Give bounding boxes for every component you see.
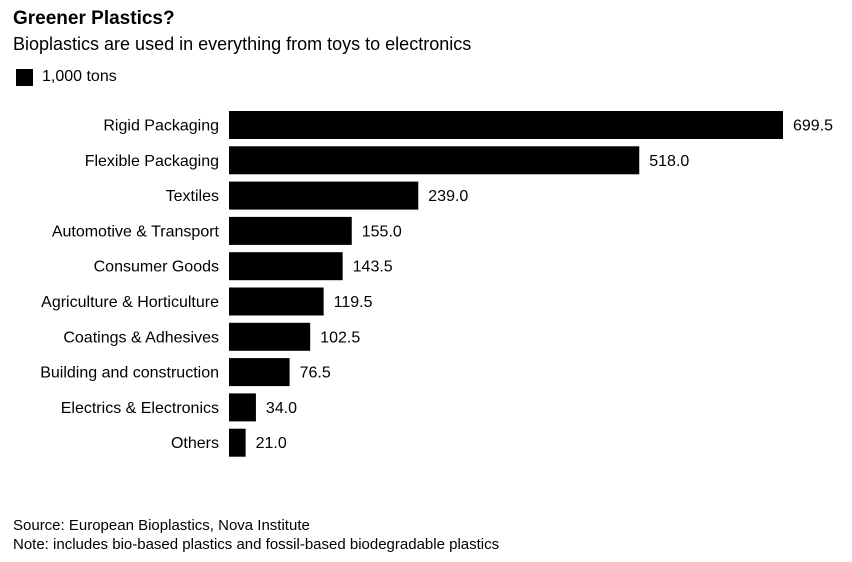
source-note: Source: European Bioplastics, Nova Insti… — [13, 517, 310, 534]
category-label: Others — [171, 435, 219, 452]
value-label: 239.0 — [428, 188, 468, 205]
chart-title: Greener Plastics? — [13, 8, 175, 29]
bar — [229, 287, 324, 316]
bar — [229, 146, 640, 175]
category-label: Flexible Packaging — [85, 153, 219, 170]
bar — [229, 322, 311, 351]
legend-label: 1,000 tons — [42, 68, 117, 85]
category-label: Consumer Goods — [94, 259, 219, 276]
bar-chart: Rigid Packaging 699.5 Flexible Packaging 51… — [40, 111, 833, 457]
category-label: Rigid Packaging — [103, 118, 219, 135]
chart-subtitle: Bioplastics are used in everything from … — [13, 34, 472, 54]
category-label: Electrics & Electronics — [61, 400, 219, 417]
bar — [229, 358, 290, 387]
category-label: Automotive & Transport — [52, 223, 220, 240]
legend: 1,000 tons — [16, 68, 117, 86]
legend-swatch — [16, 68, 33, 86]
footnote: Note: includes bio-based plastics and fo… — [13, 536, 500, 553]
value-label: 518.0 — [649, 153, 689, 170]
category-label: Agriculture & Horticulture — [41, 294, 219, 311]
value-label: 102.5 — [320, 329, 360, 346]
bar — [229, 252, 343, 281]
bar — [229, 181, 419, 210]
bar — [229, 216, 352, 245]
category-label: Building and construction — [40, 365, 219, 382]
value-label: 119.5 — [334, 294, 373, 311]
bar — [229, 428, 246, 457]
bar — [229, 393, 256, 422]
value-label: 699.5 — [793, 118, 833, 135]
value-label: 21.0 — [256, 435, 287, 452]
value-label: 143.5 — [353, 259, 393, 276]
category-label: Coatings & Adhesives — [63, 329, 219, 346]
category-label: Textiles — [166, 188, 219, 205]
value-label: 155.0 — [362, 223, 402, 240]
bar — [229, 111, 783, 139]
value-label: 34.0 — [266, 400, 297, 417]
value-label: 76.5 — [300, 365, 331, 382]
